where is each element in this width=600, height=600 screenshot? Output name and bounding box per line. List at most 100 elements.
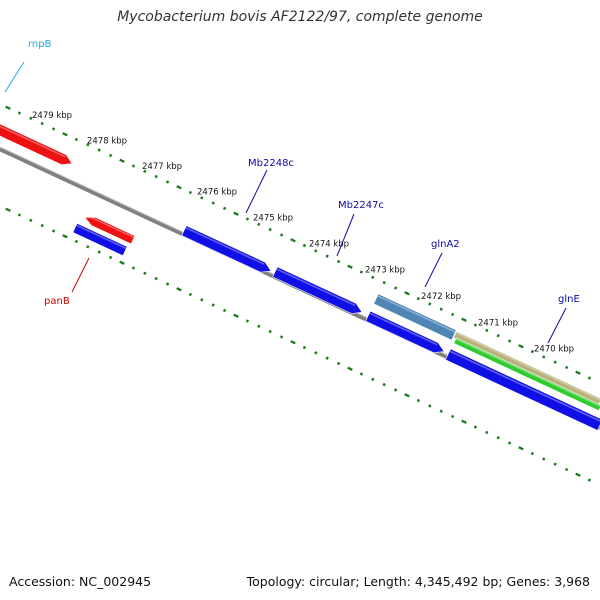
lower-tick-mark — [382, 382, 386, 387]
gene-label-glne: glnE — [558, 294, 580, 305]
upper-tick-mark — [485, 328, 489, 333]
upper-tick-mark — [211, 201, 215, 205]
lower-tick-mark — [188, 292, 193, 297]
lower-tick-mark — [530, 451, 535, 456]
red-gene-panb-shine — [85, 214, 135, 239]
gene-label-mb2247c: Mb2247c — [338, 200, 384, 211]
upper-tick-mark — [347, 264, 353, 269]
upper-tick-mark — [336, 259, 341, 264]
kbp-label: 2473 kbp — [365, 266, 405, 276]
lower-tick-mark — [564, 467, 569, 472]
lower-tick-mark — [473, 425, 478, 429]
lower-tick-mark — [40, 223, 44, 228]
gene-label-leader — [4, 61, 25, 93]
upper-tick-mark — [587, 376, 592, 380]
upper-tick-mark — [222, 206, 227, 211]
gene-label-leader — [424, 252, 443, 288]
upper-tick-mark — [176, 185, 182, 190]
upper-tick-mark — [97, 148, 101, 152]
upper-tick-mark — [382, 280, 386, 285]
upper-tick-mark — [51, 127, 56, 131]
upper-tick-mark — [245, 217, 250, 221]
gene-label-leader — [547, 307, 567, 344]
lower-tick-mark — [279, 335, 284, 339]
upper-tick-mark — [200, 196, 204, 200]
lower-tick-mark — [176, 287, 182, 292]
upper-tick-mark — [74, 137, 79, 142]
lower-tick-mark — [553, 462, 557, 466]
upper-tick-mark — [233, 211, 239, 216]
blue-gene-panb-lower — [72, 222, 128, 257]
gene-glna2-shine — [377, 295, 456, 333]
lower-tick-mark — [416, 398, 421, 403]
lower-tick-mark — [507, 441, 512, 445]
lower-tick-mark — [62, 234, 68, 239]
gene-label-panb: panB — [44, 296, 70, 307]
genome-summary-text: Topology: circular; Length: 4,345,492 bp… — [246, 574, 590, 589]
upper-tick-mark — [428, 302, 432, 306]
gene-blue-mid-shine — [369, 312, 438, 346]
kbp-label: 2470 kbp — [534, 344, 574, 354]
upper-tick-ring — [5, 105, 592, 380]
kbp-label: 2474 kbp — [309, 240, 349, 250]
upper-tick-mark — [40, 121, 44, 126]
gene-label-leader — [336, 213, 355, 257]
upper-tick-mark — [165, 180, 170, 184]
upper-tick-mark — [143, 169, 147, 173]
kbp-label: 2477 kbp — [142, 162, 182, 172]
upper-tick-mark — [461, 317, 467, 322]
lower-tick-mark — [222, 308, 227, 313]
upper-tick-mark — [404, 291, 410, 296]
upper-tick-mark — [564, 365, 569, 370]
kbp-label: 2479 kbp — [32, 111, 72, 121]
upper-tick-mark — [359, 270, 364, 274]
upper-tick-mark — [119, 158, 125, 163]
lower-tick-mark — [200, 298, 204, 302]
kbp-label: 2471 kbp — [478, 318, 518, 328]
lower-tick-mark — [17, 213, 22, 217]
lower-tick-mark — [165, 282, 170, 286]
upper-tick-mark — [188, 190, 193, 195]
upper-tick-mark — [86, 143, 90, 147]
upper-tick-mark — [290, 238, 296, 243]
upper-tick-mark — [131, 164, 136, 168]
gene-mb2247c — [272, 266, 363, 314]
lower-tick-mark — [542, 457, 546, 461]
lower-tick-mark — [143, 271, 147, 275]
lower-tick-mark — [393, 388, 398, 392]
gene-blue-right — [445, 348, 600, 431]
upper-tick-mark — [302, 243, 307, 248]
lower-tick-mark — [290, 340, 296, 345]
upper-tick-mark — [393, 286, 398, 290]
upper-tick-mark — [575, 370, 581, 375]
gene-glne-shine — [455, 332, 600, 401]
gene-label-mb2248c: Mb2248c — [248, 158, 294, 169]
lower-tick-mark — [245, 319, 250, 323]
lower-tick-ring — [5, 207, 592, 482]
upper-tick-mark — [279, 233, 284, 237]
gene-green — [453, 337, 600, 412]
lower-tick-mark — [108, 255, 113, 260]
gene-mb2248c-shine — [185, 226, 265, 265]
gene-mb2247c-shine — [276, 268, 356, 307]
gene-label-rnpb: rnpB — [28, 39, 52, 50]
kbp-label: 2475 kbp — [253, 214, 293, 224]
upper-tick-mark — [325, 254, 329, 258]
gene-blue-mid — [365, 310, 445, 354]
upper-tick-mark — [268, 227, 272, 232]
lower-tick-mark — [518, 446, 524, 451]
accession-text: Accession: NC_002945 — [9, 574, 152, 589]
lower-tick-mark — [496, 436, 500, 440]
lower-tick-mark — [428, 404, 432, 408]
blue-gene-panb-lower-shine — [75, 224, 127, 250]
red-gene-upper-shine — [0, 125, 66, 158]
gene-mb2248c — [181, 225, 272, 273]
gene-label-glna2: glnA2 — [431, 239, 460, 250]
upper-tick-mark — [450, 312, 455, 317]
upper-tick-mark — [530, 349, 535, 354]
lower-tick-mark — [211, 303, 215, 307]
gene-glna2 — [373, 293, 457, 341]
kbp-label: 2476 kbp — [197, 188, 237, 198]
lower-tick-mark — [336, 361, 341, 366]
